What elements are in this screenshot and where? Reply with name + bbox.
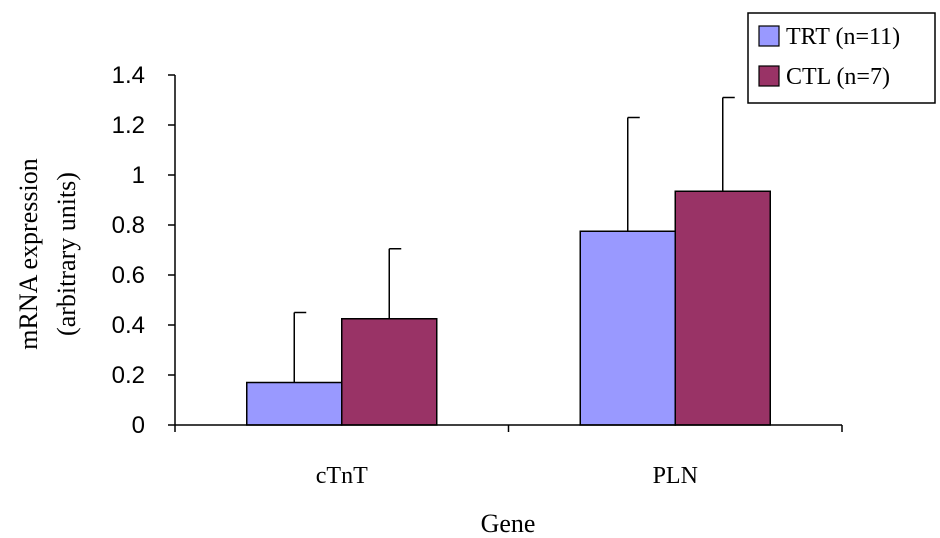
x-axis-title: Gene	[481, 509, 536, 538]
y-axis-title-line-2: (arbitrary units)	[52, 172, 81, 336]
y-axis-title-line-1: mRNA expression	[14, 158, 43, 349]
y-tick-label: 0.6	[112, 262, 145, 289]
error-bar-ctnt-ctl	[388, 248, 402, 319]
y-tick-label: 0.8	[112, 212, 145, 239]
bar-pln-ctl	[674, 190, 771, 426]
error-bar-pln-trt	[627, 116, 640, 232]
y-tick-label: 1.4	[112, 62, 145, 89]
bar-pln-trt	[579, 230, 676, 426]
axes: 0 0.2 0.4 0.6 0.8 1 1.2 1.4 cTnT PLN	[112, 62, 843, 489]
y-tick-label: 0.4	[112, 312, 145, 339]
legend: TRT (n=11) CTL (n=7)	[747, 12, 936, 104]
error-bar-ctnt-trt	[293, 311, 307, 383]
y-tick-label: 1.2	[112, 112, 145, 139]
x-tick-label-pln: PLN	[653, 463, 698, 489]
legend-swatch-ctl	[758, 65, 780, 87]
y-axis-title: mRNA expression (arbitrary units)	[14, 158, 81, 349]
bar-ctnt-ctl	[341, 318, 438, 426]
legend-label-ctl: CTL (n=7)	[786, 64, 890, 90]
legend-label-trt: TRT (n=11)	[786, 24, 900, 50]
error-bar-pln-ctl	[722, 96, 735, 192]
x-tick-label-ctnt: cTnT	[316, 463, 368, 489]
plot-area	[246, 96, 771, 426]
y-tick-label: 0	[132, 412, 145, 439]
y-tick-label: 0.2	[112, 362, 145, 389]
bar-ctnt-trt	[246, 381, 343, 426]
y-tick-label: 1	[132, 162, 145, 189]
legend-swatch-trt	[758, 25, 780, 47]
